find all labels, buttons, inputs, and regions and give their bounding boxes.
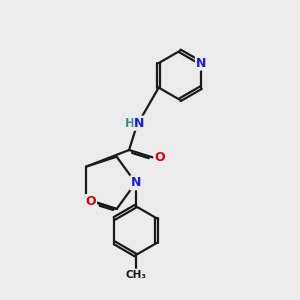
Text: N: N [196, 57, 206, 70]
Text: O: O [85, 195, 96, 208]
Text: N: N [134, 117, 145, 130]
Text: N: N [130, 176, 141, 189]
Text: CH₃: CH₃ [125, 269, 146, 280]
Text: H: H [125, 117, 135, 130]
Text: O: O [154, 151, 165, 164]
